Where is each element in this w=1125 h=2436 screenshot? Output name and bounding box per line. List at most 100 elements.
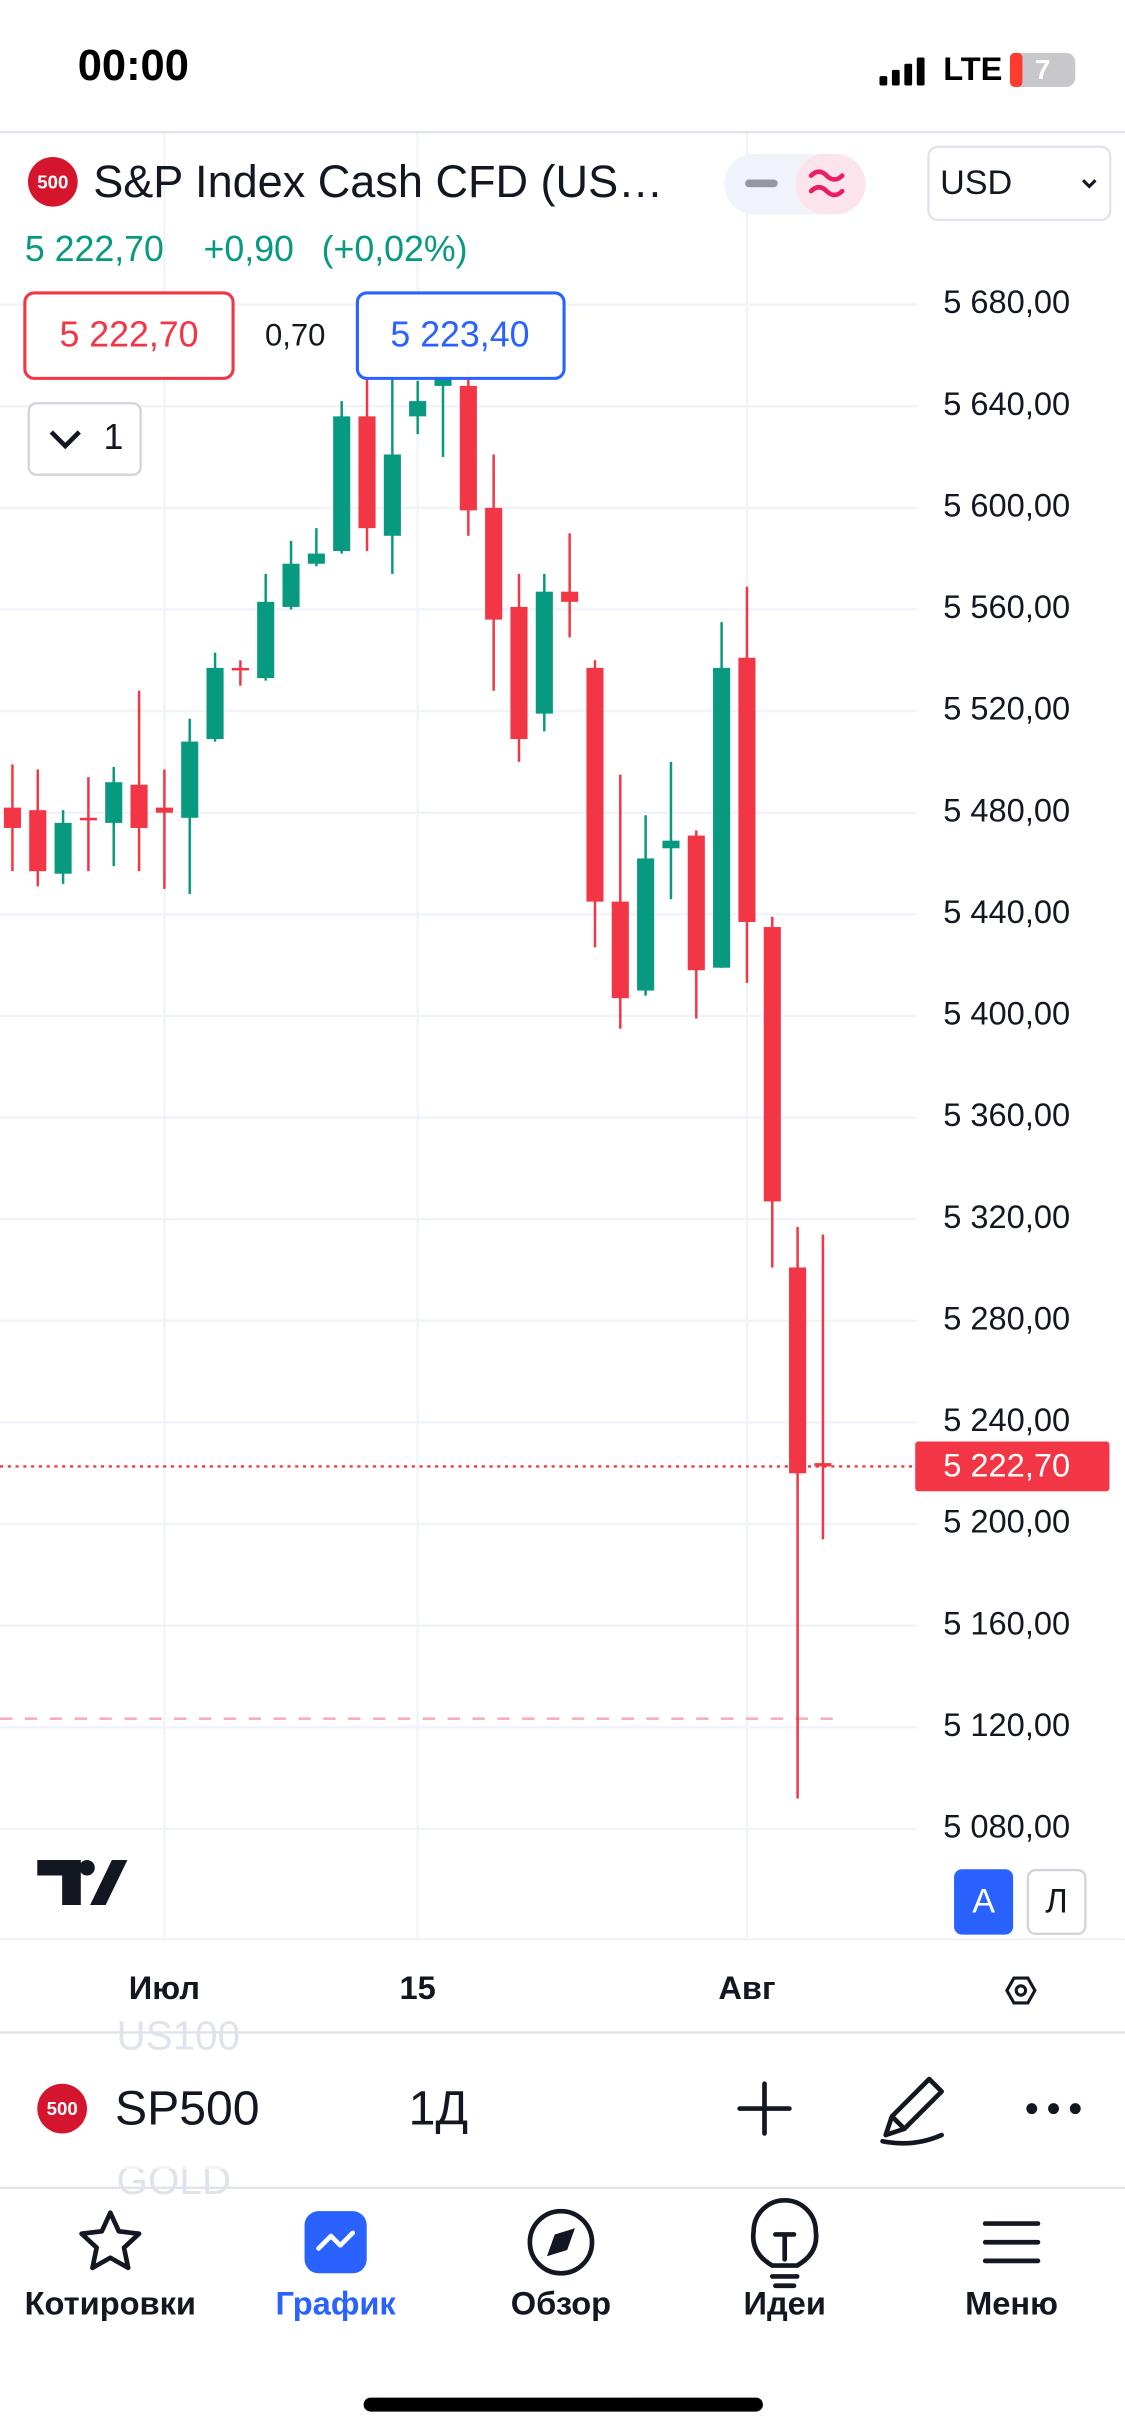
candle-body: [434, 375, 452, 386]
candle-body: [181, 741, 199, 818]
candle-body: [713, 667, 731, 968]
add-button[interactable]: [737, 2081, 792, 2136]
nav-icon-explore-needle: [546, 2228, 575, 2257]
y-tick-label: 5 560,00: [943, 588, 1070, 625]
signal-icon: [879, 57, 925, 86]
candle-body: [510, 606, 528, 740]
candle-body: [485, 507, 503, 620]
candle-body: [307, 553, 325, 564]
candle-body: [789, 1267, 807, 1474]
collapse-button[interactable]: [27, 402, 142, 476]
toolbar-background: [0, 2060, 1125, 2170]
y-tick-label: 5 280,00: [943, 1299, 1070, 1336]
candle-body: [105, 782, 123, 823]
status-time: 00:00: [78, 42, 189, 90]
battery: [1010, 52, 1076, 88]
candle-body: [586, 667, 604, 902]
candle-body: [29, 810, 47, 872]
tradingview-logo-dot: [79, 1859, 95, 1876]
nav-label[interactable]: Котировки: [25, 2285, 196, 2322]
candle-body: [814, 1463, 832, 1467]
collapse-count: 1: [103, 417, 123, 457]
toggle-icon: [808, 169, 845, 198]
y-tick-label: 5 320,00: [943, 1198, 1070, 1235]
spread: 0,70: [265, 317, 325, 352]
nav-icon-menu[interactable]: [982, 2221, 1041, 2264]
y-tick-label: 5 360,00: [943, 1096, 1070, 1133]
candle-body: [79, 817, 97, 821]
candle-body: [358, 416, 376, 529]
y-tick-label: 5 120,00: [943, 1706, 1070, 1743]
candle-body: [333, 416, 351, 552]
candle-body: [611, 901, 629, 999]
y-tick-label: 5 440,00: [943, 893, 1070, 930]
settings-icon-center: [1014, 1984, 1028, 1997]
sell-button[interactable]: [23, 291, 235, 380]
watermark-symbol: US100: [117, 2012, 241, 2058]
auto-scale-label: A: [972, 1883, 995, 1921]
battery-level: [1010, 52, 1023, 88]
nav-icon-quotes[interactable]: [79, 2210, 142, 2271]
y-tick-label: 5 600,00: [943, 486, 1070, 523]
ask-price: 5 223,40: [390, 315, 529, 355]
candle-body: [231, 667, 249, 671]
nav-icon-chart-line: [316, 2230, 356, 2251]
tradingview-logo[interactable]: [37, 1859, 128, 1906]
y-tick-label: 5 680,00: [943, 283, 1070, 320]
more-button[interactable]: [1026, 2103, 1081, 2115]
settings-icon[interactable]: [1005, 1976, 1037, 2005]
candle-body: [206, 667, 224, 740]
buy-button[interactable]: [355, 291, 566, 380]
draw-button[interactable]: [880, 2076, 944, 2146]
bid-price: 5 222,70: [59, 315, 198, 355]
candle-body: [155, 807, 173, 813]
symbol-badge-text: 500: [37, 171, 68, 192]
symbol-badge: [37, 2083, 88, 2134]
auto-scale-button[interactable]: [954, 1869, 1014, 1935]
currency-select[interactable]: [927, 145, 1112, 222]
x-tick-label: Авг: [718, 1969, 775, 2006]
candle-body: [687, 835, 705, 971]
y-tick-label: 5 200,00: [943, 1503, 1070, 1540]
candle-body: [459, 385, 477, 511]
battery-percent: 7: [1035, 54, 1051, 85]
candle-body: [130, 784, 148, 828]
log-scale-button[interactable]: [1026, 1868, 1087, 1935]
nav-label[interactable]: Меню: [965, 2285, 1058, 2322]
toolbar-symbol[interactable]: SP500: [115, 2081, 260, 2135]
chevron: [49, 430, 81, 450]
change-percent: (+0,02%): [322, 229, 468, 269]
candle-body: [54, 822, 72, 874]
nav-label[interactable]: Обзор: [511, 2285, 611, 2322]
y-tick-label: 5 480,00: [943, 791, 1070, 828]
symbol-name[interactable]: S&P Index Cash CFD (US…: [93, 156, 663, 207]
nav-label[interactable]: Идеи: [744, 2285, 826, 2322]
last-price-label: 5 222,70: [943, 1447, 1070, 1484]
candle-body: [282, 563, 300, 607]
last-price-tag: [915, 1441, 1110, 1492]
candle-body: [383, 454, 401, 536]
candle-body: [637, 858, 655, 991]
network-type: LTE: [943, 50, 1002, 87]
candle-body: [409, 401, 427, 417]
currency: USD: [940, 164, 1012, 202]
candle-body: [662, 840, 680, 849]
price: 5 222,70: [25, 229, 164, 269]
x-tick-label: 15: [400, 1969, 436, 2006]
home-indicator: [363, 2397, 763, 2412]
candle-body: [561, 591, 579, 602]
y-tick-label: 5 240,00: [943, 1401, 1070, 1438]
chevron: [1081, 179, 1097, 189]
candle-body: [3, 807, 21, 828]
plot-area: 5 080,00 5 120,00 5 160,00 5 200,00 5 240,00…: [0, 132, 1110, 2006]
candle-body: [763, 927, 781, 1202]
nav-icon-ideas[interactable]: [750, 2197, 819, 2289]
candle-body: [738, 657, 756, 922]
toolbar-interval[interactable]: 1Д: [409, 2081, 468, 2135]
nav-icon-explore[interactable]: [527, 2208, 595, 2276]
candle-body: [535, 591, 553, 714]
y-tick-label: 5 160,00: [943, 1604, 1070, 1641]
nav-label[interactable]: График: [276, 2285, 397, 2322]
